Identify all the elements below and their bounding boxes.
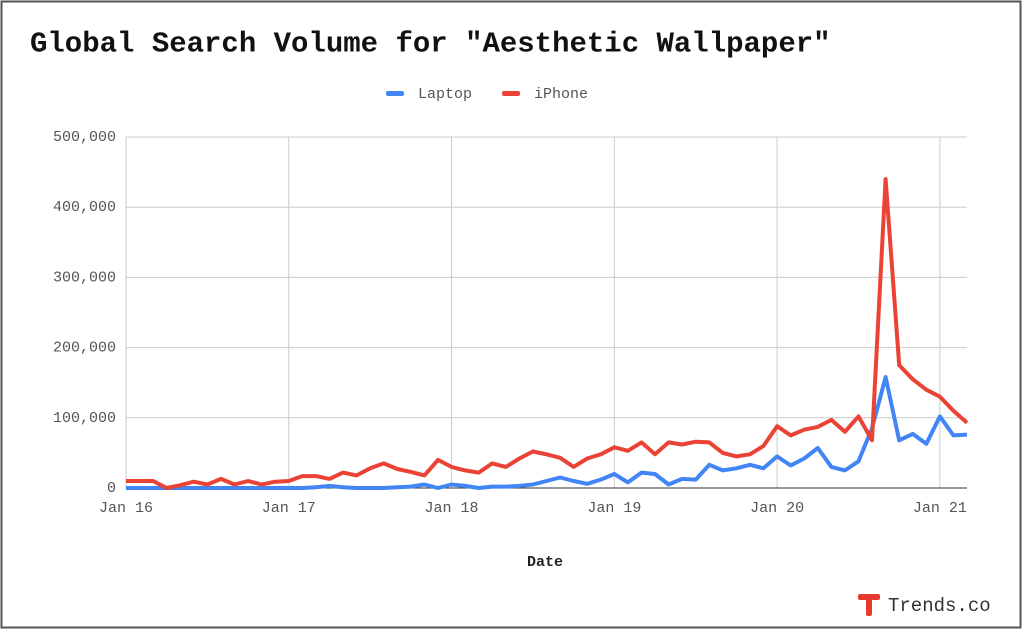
y-tick-label: 500,000 <box>53 129 116 146</box>
logo <box>858 594 880 616</box>
legend-swatch <box>502 91 521 96</box>
y-tick-label: 0 <box>107 480 116 497</box>
x-tick-label: Jan 17 <box>262 500 316 517</box>
legend-swatch <box>386 91 404 96</box>
y-tick-label: 200,000 <box>53 340 116 357</box>
x-tick-label: Jan 16 <box>99 500 153 517</box>
line-series <box>126 177 969 490</box>
x-tick-label: Jan 19 <box>587 500 641 517</box>
line-series <box>126 375 968 490</box>
y-tick-label: 100,000 <box>53 410 116 427</box>
y-tick-label: 400,000 <box>53 199 116 216</box>
x-axis-label: Date <box>527 554 563 571</box>
chart-title: Global Search Volume for "Aesthetic Wall… <box>30 28 831 61</box>
y-tick-label: 300,000 <box>53 269 116 286</box>
x-tick-label: Jan 18 <box>425 500 479 517</box>
x-tick-label: Jan 20 <box>750 500 804 517</box>
legend-label: Laptop <box>418 86 472 103</box>
x-tick-label: Jan 21 <box>913 500 967 517</box>
footer-brand: Trends.co <box>888 595 991 617</box>
legend-label: iPhone <box>534 86 588 103</box>
